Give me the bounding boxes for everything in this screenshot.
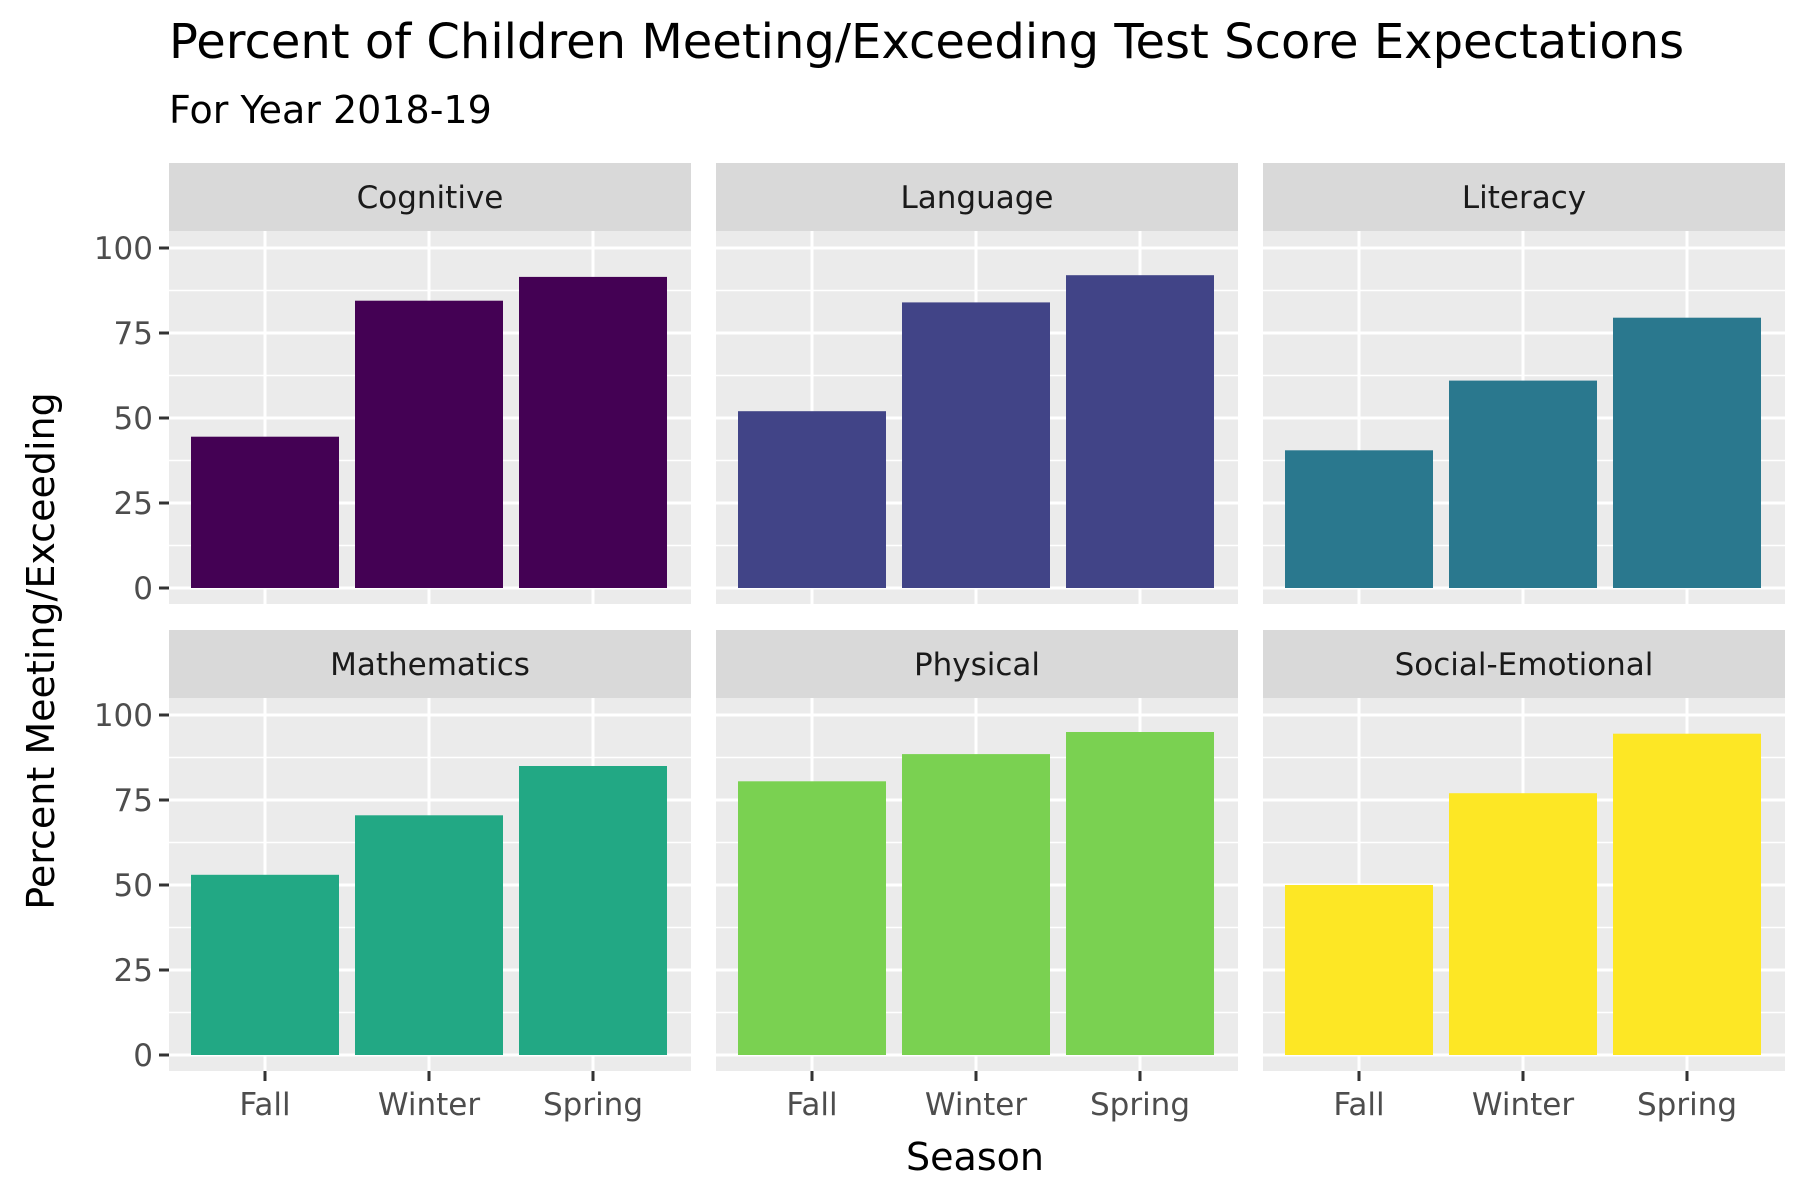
- bar-mathematics-fall: [191, 874, 339, 1055]
- y-tick-label: 25: [114, 953, 153, 989]
- x-tick-label: Winter: [378, 1087, 480, 1123]
- y-tick-label: 25: [114, 486, 153, 522]
- bar-cognitive-spring: [519, 276, 667, 588]
- facet-strip: [1263, 163, 1785, 231]
- x-axis-title: Season: [906, 1135, 1044, 1179]
- bar-social-emotional-spring: [1613, 733, 1761, 1055]
- facet-strip: [716, 630, 1238, 698]
- facet-cognitive: Cognitive 0 25 50 75 100: [94, 163, 691, 607]
- facet-label: Mathematics: [330, 647, 530, 683]
- facet-strip: [169, 163, 691, 231]
- bar-literacy-fall: [1285, 450, 1433, 588]
- bar-literacy-spring: [1613, 317, 1761, 588]
- facet-language: Language: [716, 163, 1238, 604]
- facet-strip: [1263, 630, 1785, 698]
- y-tick-label: 0: [133, 1038, 153, 1074]
- y-tick-label: 75: [114, 783, 153, 819]
- facet-mathematics: Mathematics 0 25 50 75 100 Fall Winter Spring: [94, 630, 691, 1123]
- x-tick-label: Spring: [543, 1087, 643, 1123]
- y-tick-label: 100: [94, 231, 153, 267]
- bar-language-spring: [1066, 275, 1214, 588]
- facet-label: Social-Emotional: [1395, 647, 1654, 683]
- y-tick-label: 0: [133, 571, 153, 607]
- y-tick-label: 50: [114, 868, 153, 904]
- y-tick-label: 100: [94, 698, 153, 734]
- bar-language-winter: [902, 302, 1050, 588]
- chart-subtitle: For Year 2018-19: [169, 88, 492, 132]
- bar-physical-spring: [1066, 732, 1214, 1055]
- facet-strip: [716, 163, 1238, 231]
- y-tick-label: 75: [114, 316, 153, 352]
- x-tick-label: Winter: [925, 1087, 1027, 1123]
- y-tick-label: 50: [114, 401, 153, 437]
- facet-literacy: Literacy: [1263, 163, 1785, 604]
- facet-strip: [169, 630, 691, 698]
- bar-language-fall: [738, 411, 886, 588]
- x-tick-label: Fall: [786, 1087, 837, 1123]
- chart-title: Percent of Children Meeting/Exceeding Te…: [169, 14, 1685, 70]
- bar-physical-fall: [738, 781, 886, 1055]
- bar-social-emotional-winter: [1449, 793, 1597, 1055]
- bar-social-emotional-fall: [1285, 885, 1433, 1055]
- x-tick-label: Fall: [1333, 1087, 1384, 1123]
- y-axis-title: Percent Meeting/Exceeding: [19, 392, 63, 909]
- bar-cognitive-winter: [355, 300, 503, 588]
- bar-mathematics-spring: [519, 766, 667, 1055]
- bar-cognitive-fall: [191, 436, 339, 588]
- x-tick-label: Spring: [1090, 1087, 1190, 1123]
- facet-social-emotional: Social-Emotional Fall Winter Spring: [1263, 630, 1785, 1123]
- x-tick-label: Winter: [1472, 1087, 1574, 1123]
- bar-mathematics-winter: [355, 815, 503, 1055]
- facet-label: Literacy: [1462, 180, 1586, 216]
- facet-label: Language: [901, 180, 1054, 216]
- facet-label: Physical: [914, 647, 1040, 683]
- x-tick-label: Spring: [1637, 1087, 1737, 1123]
- x-tick-label: Fall: [239, 1087, 290, 1123]
- bar-physical-winter: [902, 754, 1050, 1055]
- bar-literacy-winter: [1449, 380, 1597, 588]
- facet-label: Cognitive: [357, 180, 504, 216]
- facet-physical: Physical Fall Winter Spring: [716, 630, 1238, 1123]
